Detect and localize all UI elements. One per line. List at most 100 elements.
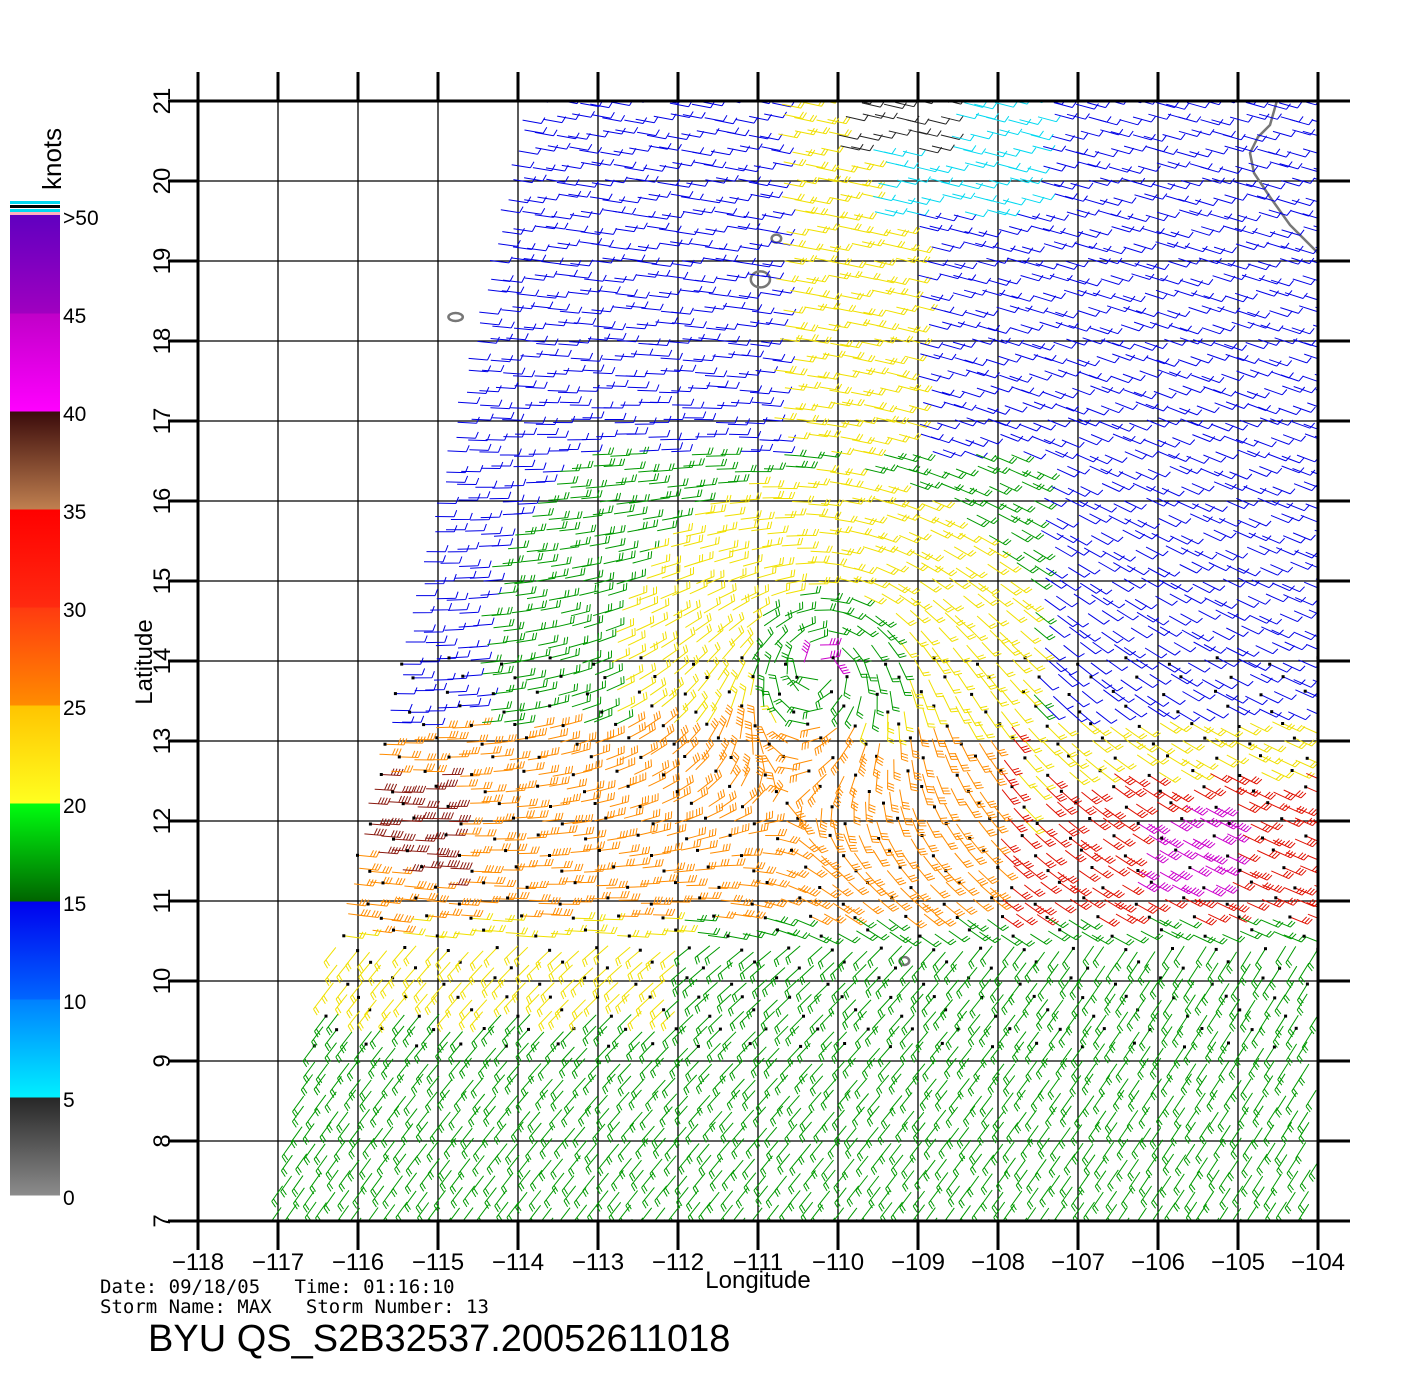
wind-barb: [503, 367, 526, 375]
wind-barb: [1286, 1043, 1298, 1066]
wind-barb: [748, 476, 771, 485]
wind-barb: [316, 1222, 327, 1243]
wind-barb: [536, 291, 560, 299]
wind-barb: [755, 950, 772, 971]
wind-barb: [963, 595, 985, 609]
wind-barb: [1219, 1187, 1231, 1211]
wind-barb: [989, 818, 1009, 834]
wind-barb: [822, 350, 846, 358]
rain-flag-marker: [392, 837, 395, 841]
rain-flag-marker: [1281, 722, 1285, 725]
wind-barb: [841, 292, 865, 300]
wind-barb: [809, 628, 828, 643]
wind-barb: [762, 480, 785, 488]
wind-barb: [931, 647, 951, 664]
wind-barb: [558, 1057, 573, 1079]
wind-barb: [1001, 641, 1022, 656]
wind-barb: [659, 143, 682, 151]
wind-barb: [549, 716, 570, 729]
rain-flag-marker: [785, 801, 789, 805]
wind-barb: [469, 698, 492, 708]
wind-barb: [303, 1061, 316, 1084]
wind-barb: [956, 1057, 970, 1080]
wind-barb: [540, 1207, 552, 1221]
wind-barb: [1274, 1143, 1286, 1167]
rain-flag-marker: [1089, 675, 1093, 679]
wind-barb: [551, 860, 573, 869]
wind-barb: [749, 240, 773, 247]
wind-barb: [565, 567, 586, 579]
wind-barb: [1247, 311, 1271, 319]
wind-barb: [853, 446, 877, 455]
rain-flag-marker: [559, 674, 563, 678]
wind-barb: [1056, 662, 1078, 676]
wind-barb: [403, 668, 426, 676]
wind-barb: [807, 555, 830, 563]
wind-barb: [890, 335, 914, 343]
wind-barb: [1136, 611, 1160, 623]
wind-barb: [777, 835, 801, 844]
wind-barb: [819, 637, 842, 646]
wind-barb: [560, 979, 575, 1000]
wind-barb: [1122, 295, 1146, 303]
wind-barb: [838, 951, 853, 972]
wind-barb: [1195, 199, 1219, 207]
wind-barb: [1048, 1029, 1061, 1051]
wind-barb: [945, 881, 967, 896]
wind-barb: [1237, 519, 1261, 529]
wind-barb: [761, 272, 785, 280]
wind-barb: [1311, 119, 1318, 123]
wind-barb: [1221, 373, 1245, 382]
wind-barb: [568, 1011, 583, 1032]
wind-barb: [729, 494, 752, 504]
wind-barb: [1202, 514, 1226, 524]
wind-barb: [654, 658, 671, 677]
wind-barb: [854, 917, 877, 929]
wind-barb: [952, 647, 972, 664]
wind-barb: [591, 239, 614, 247]
wind-barb: [1023, 609, 1045, 623]
rain-flag-marker: [752, 822, 756, 826]
wind-barb: [957, 321, 981, 329]
wind-barb: [1019, 177, 1043, 185]
wind-barb: [708, 717, 719, 741]
wind-barb: [382, 1047, 396, 1070]
wind-barb: [1142, 787, 1165, 799]
wind-barb: [760, 191, 784, 199]
wind-barb: [807, 127, 831, 135]
wind-barb: [1084, 1223, 1095, 1245]
wind-barb: [360, 1172, 373, 1195]
rain-flag-marker: [884, 662, 888, 666]
rain-flag-marker: [1034, 854, 1038, 858]
wind-barb: [789, 623, 805, 643]
rain-flag-marker: [662, 869, 666, 873]
wind-barb: [1167, 113, 1191, 120]
wind-barb: [489, 256, 513, 264]
wind-barb: [626, 174, 649, 182]
wind-barb: [573, 1047, 588, 1069]
wind-barb: [491, 1224, 502, 1245]
wind-barb: [455, 951, 469, 973]
wind-barb: [921, 503, 945, 512]
wind-barb: [1273, 791, 1297, 801]
wind-barb: [425, 635, 448, 644]
wind-barb: [750, 191, 774, 199]
wind-barb: [615, 993, 630, 1014]
wind-barb: [958, 1047, 972, 1070]
wind-barb: [899, 1092, 913, 1114]
wind-barb: [1279, 613, 1303, 623]
wind-barb: [1012, 935, 1035, 947]
rain-flag-marker: [919, 690, 923, 694]
wind-barb: [901, 1014, 915, 1036]
rain-flag-marker: [728, 833, 732, 837]
wind-barb: [1167, 161, 1191, 168]
wind-barb: [1012, 659, 1033, 674]
wind-barb: [1168, 260, 1192, 268]
wind-barb: [898, 432, 922, 440]
wind-barb: [1204, 597, 1228, 607]
wind-barb: [1077, 231, 1101, 238]
wind-barb: [752, 1046, 767, 1068]
wind-barb: [1064, 195, 1088, 202]
wind-barb: [784, 508, 807, 516]
wind-barb: [766, 1204, 779, 1221]
